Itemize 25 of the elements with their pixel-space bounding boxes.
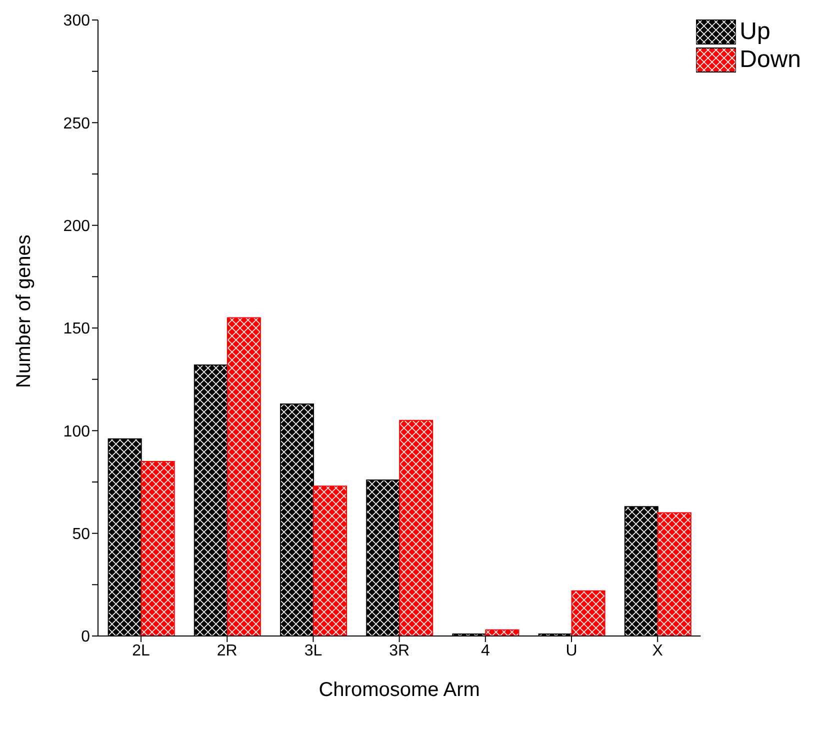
y-tick-label: 50 (72, 526, 90, 544)
bar (657, 512, 692, 636)
y-tick-label: 300 (63, 12, 90, 30)
bar (226, 317, 261, 636)
legend-label: Down (740, 46, 801, 74)
y-tick-label: 200 (63, 218, 90, 236)
y-tick-label: 250 (63, 115, 90, 132)
y-tick-label: 100 (63, 423, 90, 440)
y-tick-label: 0 (81, 628, 90, 646)
y-tick-label: 150 (63, 320, 90, 338)
bar (485, 629, 520, 636)
x-tick-label: 4 (480, 642, 490, 660)
bar (399, 420, 434, 636)
legend-label: Up (740, 18, 770, 46)
x-tick-label: 3R (389, 642, 410, 660)
x-tick-label: 2R (216, 642, 238, 660)
y-axis-title: Number of genes (13, 234, 36, 388)
x-tick-label: 3L (304, 642, 322, 660)
bar (140, 460, 175, 636)
x-tick-label: X (652, 642, 664, 660)
x-tick-label: U (566, 642, 578, 660)
bar (313, 486, 348, 636)
x-axis-title: Chromosome Arm (318, 679, 480, 701)
bar (571, 590, 606, 636)
x-tick-label: 2L (132, 642, 150, 660)
